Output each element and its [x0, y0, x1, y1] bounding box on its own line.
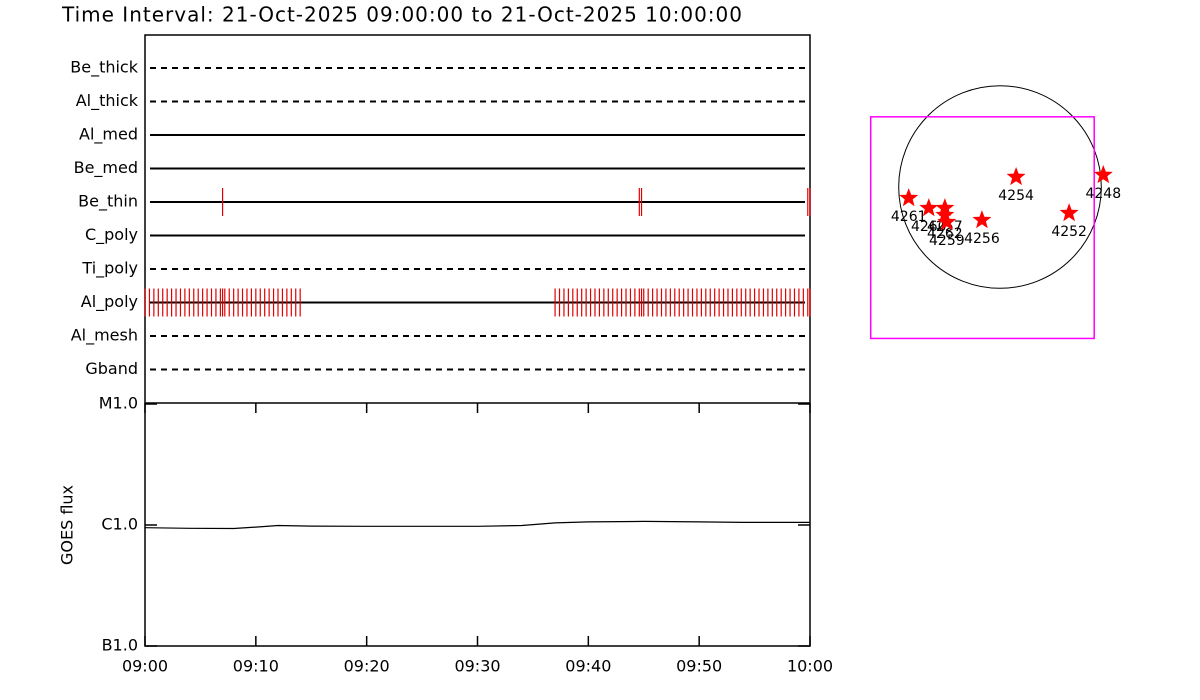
region-star: [1093, 165, 1113, 184]
row-label: Gband: [85, 359, 138, 378]
row-label: Al_thick: [76, 91, 139, 111]
region-star: [899, 188, 919, 207]
row-label: Be_thick: [70, 58, 138, 78]
region-label: 4248: [1085, 186, 1121, 202]
x-tick-label: 09:20: [344, 657, 390, 676]
x-tick-label: 09:30: [454, 657, 500, 676]
region-star: [1059, 203, 1079, 222]
solar-limb: [898, 85, 1102, 289]
region-star: [972, 210, 992, 229]
y-axis-label: GOES flux: [58, 485, 77, 565]
y-tick-label: C1.0: [101, 515, 138, 534]
region-star: [935, 205, 955, 224]
fov-box: [869, 116, 1095, 340]
row-label: Be_med: [74, 158, 138, 178]
region-star: [1006, 167, 1026, 186]
x-tick-label: 09:00: [122, 657, 168, 676]
row-label: Al_mesh: [71, 326, 138, 346]
region-label: 4259: [929, 233, 965, 249]
y-tick-label: B1.0: [102, 636, 138, 655]
region-label: 4260: [911, 219, 947, 235]
row-label: C_poly: [85, 225, 138, 245]
row-label: Al_med: [79, 125, 138, 145]
x-tick-label: 09:50: [676, 657, 722, 676]
y-tick-label: M1.0: [99, 394, 138, 413]
region-star: [937, 212, 957, 231]
region-label: 4252: [1051, 224, 1087, 240]
row-label: Be_thin: [78, 192, 138, 212]
region-label: 4261: [891, 209, 927, 225]
region-star: [919, 198, 939, 217]
region-label: 4262: [927, 226, 963, 242]
row-label: Ti_poly: [81, 259, 138, 279]
x-tick-label: 09:10: [233, 657, 279, 676]
x-tick-label: 09:40: [565, 657, 611, 676]
chart-title: Time Interval: 21-Oct-2025 09:00:00 to 2…: [61, 3, 743, 27]
goes-line: [144, 520, 810, 530]
x-tick-label: 10:00: [787, 657, 833, 676]
row-label: Al_poly: [81, 292, 138, 312]
region-label: 4254: [998, 188, 1034, 204]
region-label: 4256: [964, 231, 1000, 247]
